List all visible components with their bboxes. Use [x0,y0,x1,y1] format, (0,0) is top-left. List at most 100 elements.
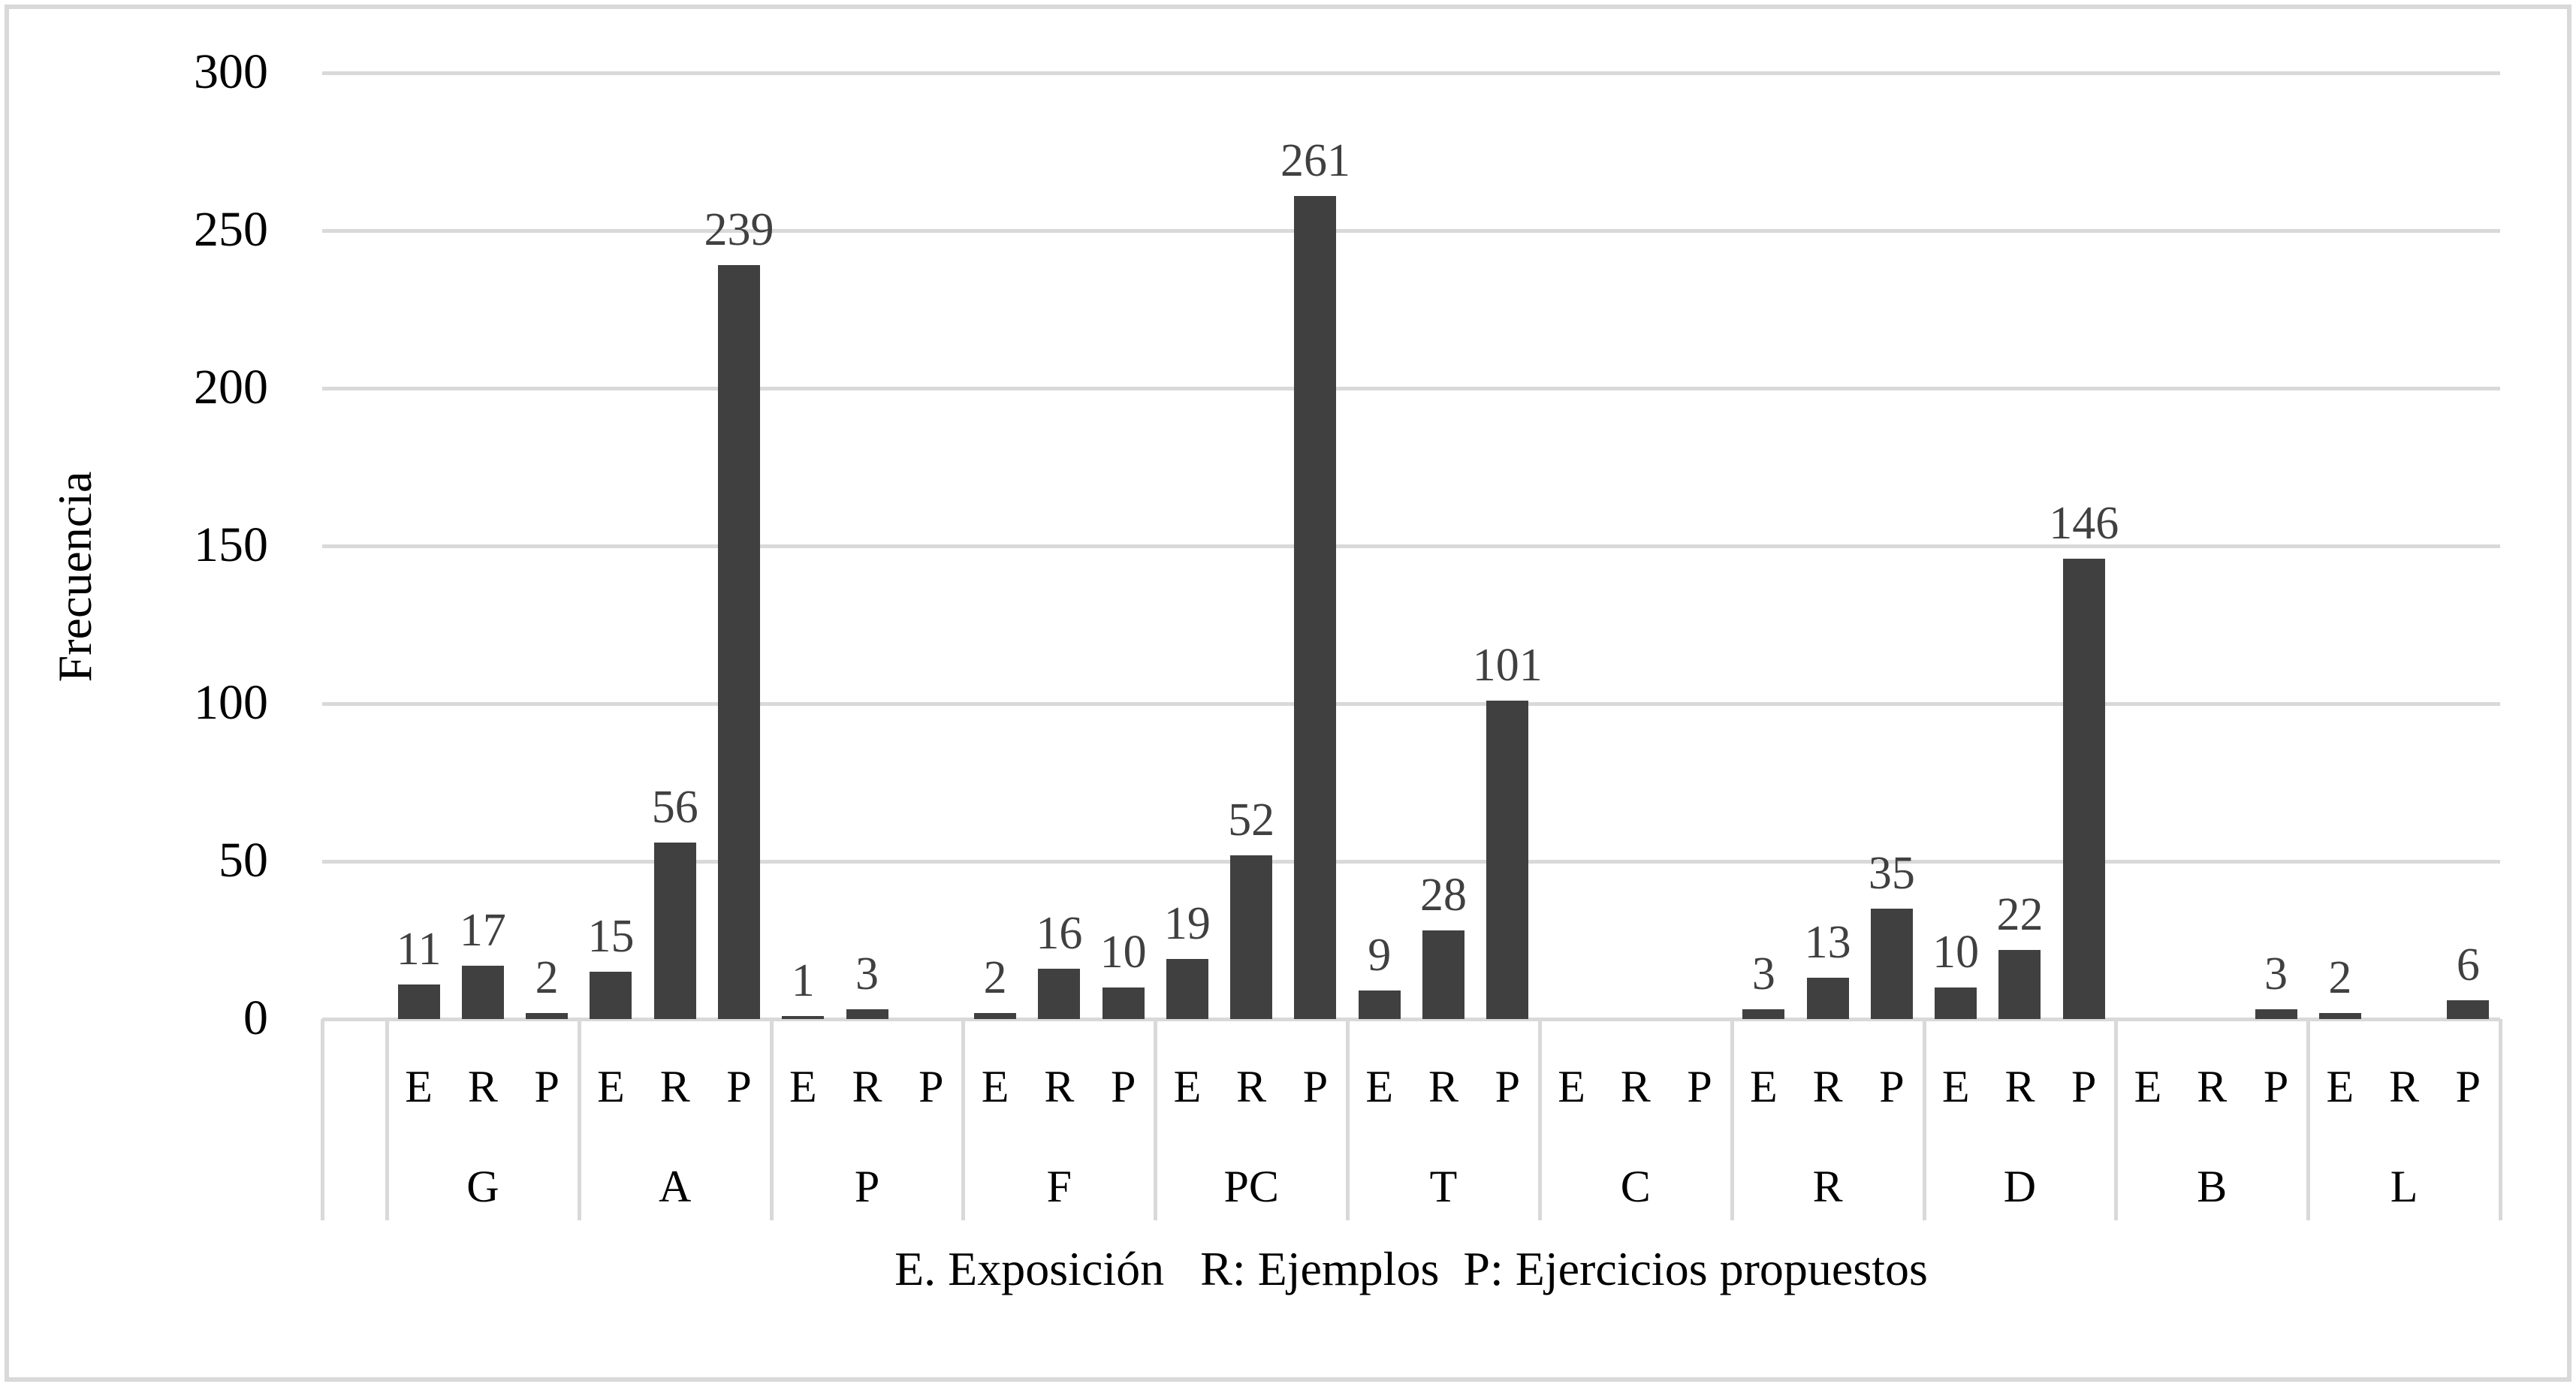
subcategory-label: R [852,1062,882,1111]
bar-G-P[interactable] [526,1012,569,1019]
data-label: 11 [396,923,442,975]
bar-P-R[interactable] [846,1009,888,1019]
bar-A-P[interactable] [718,265,760,1019]
category-divider [2114,1019,2119,1220]
category-divider [2499,1019,2502,1220]
group-label-PC: PC [1223,1162,1279,1211]
bar-P-E[interactable] [782,1015,825,1019]
subcategory-label: E [597,1062,625,1111]
y-tick-label: 300 [194,44,268,99]
data-label: 1 [791,954,815,1006]
gridline [322,387,2500,390]
subcategory-label: R [1812,1062,1843,1111]
data-label: 10 [1099,927,1147,978]
subcategory-label: R [1428,1062,1459,1111]
subcategory-label: E [981,1062,1009,1111]
bar-T-P[interactable] [1486,700,1529,1019]
subcategory-label: E [2326,1062,2354,1111]
x-axis-legend: E. Exposición R: Ejemplos P: Ejercicios … [894,1242,1928,1295]
y-tick-label: 100 [194,675,268,730]
bar-B-P[interactable] [2255,1009,2297,1019]
y-tick-label: 250 [194,202,268,257]
bar-PC-P[interactable] [1294,195,1337,1019]
subcategory-label: P [534,1062,560,1111]
y-tick-label: 150 [194,517,268,572]
category-divider [769,1019,774,1220]
subcategory-label: E [1365,1062,1394,1111]
subcategory-label: P [726,1062,752,1111]
data-label: 28 [1420,870,1467,921]
y-tick-label: 0 [243,990,268,1045]
group-label-C: C [1620,1162,1651,1211]
subcategory-label: R [2004,1062,2035,1111]
group-label-F: F [1046,1162,1072,1211]
subcategory-label: P [2455,1062,2481,1111]
group-label-D: D [2003,1162,2037,1211]
bar-D-E[interactable] [1935,987,1977,1019]
gridline [322,702,2500,706]
data-label: 101 [1472,639,1543,691]
gridline [322,71,2500,75]
bar-L-E[interactable] [2318,1012,2361,1019]
bar-T-E[interactable] [1358,990,1401,1019]
gridline [322,544,2500,548]
bar-PC-R[interactable] [1230,855,1273,1019]
data-label: 22 [1996,888,2044,940]
subcategory-label: E [405,1062,433,1111]
subcategory-label: P [1687,1062,1712,1111]
subcategory-label: R [1236,1062,1267,1111]
subcategory-label: R [1044,1062,1075,1111]
subcategory-label: P [2071,1062,2097,1111]
data-label: 15 [587,911,635,962]
subcategory-label: E [1558,1062,1585,1111]
subcategory-label: E [2134,1062,2162,1111]
bar-F-R[interactable] [1038,968,1081,1019]
category-divider [1537,1019,1542,1220]
group-label-B: B [2197,1162,2228,1211]
category-divider [2306,1019,2311,1220]
data-label: 2 [983,951,1007,1003]
chart-frame [5,5,2571,1382]
y-axis-label: Frecuencia [48,471,101,683]
data-label: 35 [1868,848,1915,899]
bar-A-R[interactable] [653,842,696,1019]
data-label: 261 [1280,134,1350,186]
subcategory-label: P [1302,1062,1329,1111]
bar-R-E[interactable] [1742,1009,1785,1019]
y-tick-label: 200 [194,360,268,415]
data-label: 10 [1932,927,1980,978]
category-divider [1154,1019,1158,1220]
x-axis-line [322,1018,2500,1021]
gridline [322,860,2500,864]
subcategory-label: P [918,1062,944,1111]
subcategory-label: E [789,1062,817,1111]
bar-G-E[interactable] [397,984,440,1019]
data-label: 52 [1228,794,1275,846]
data-label: 16 [1036,907,1083,959]
bar-PC-E[interactable] [1166,959,1208,1019]
bar-R-P[interactable] [1870,909,1913,1019]
group-label-R: R [1812,1162,1843,1211]
category-divider [577,1019,581,1220]
subcategory-label: E [1750,1062,1778,1111]
subcategory-label: P [2263,1062,2289,1111]
group-label-L: L [2390,1162,2418,1211]
subcategory-label: R [659,1062,690,1111]
group-label-P: P [854,1162,880,1211]
bar-F-E[interactable] [974,1012,1017,1019]
data-label: 6 [2456,939,2480,990]
subcategory-label: R [2197,1062,2228,1111]
category-divider [961,1019,966,1220]
bar-D-R[interactable] [1998,949,2041,1019]
category-divider [1730,1019,1734,1220]
category-divider [1346,1019,1350,1220]
bar-R-R[interactable] [1806,978,1849,1019]
bar-F-P[interactable] [1102,987,1145,1019]
gridline [322,229,2500,233]
bar-L-P[interactable] [2447,1000,2490,1019]
bar-A-E[interactable] [590,972,632,1019]
bar-D-P[interactable] [2062,558,2105,1019]
data-label: 3 [1751,948,1775,1000]
bar-G-R[interactable] [461,965,504,1019]
bar-T-R[interactable] [1422,930,1464,1019]
